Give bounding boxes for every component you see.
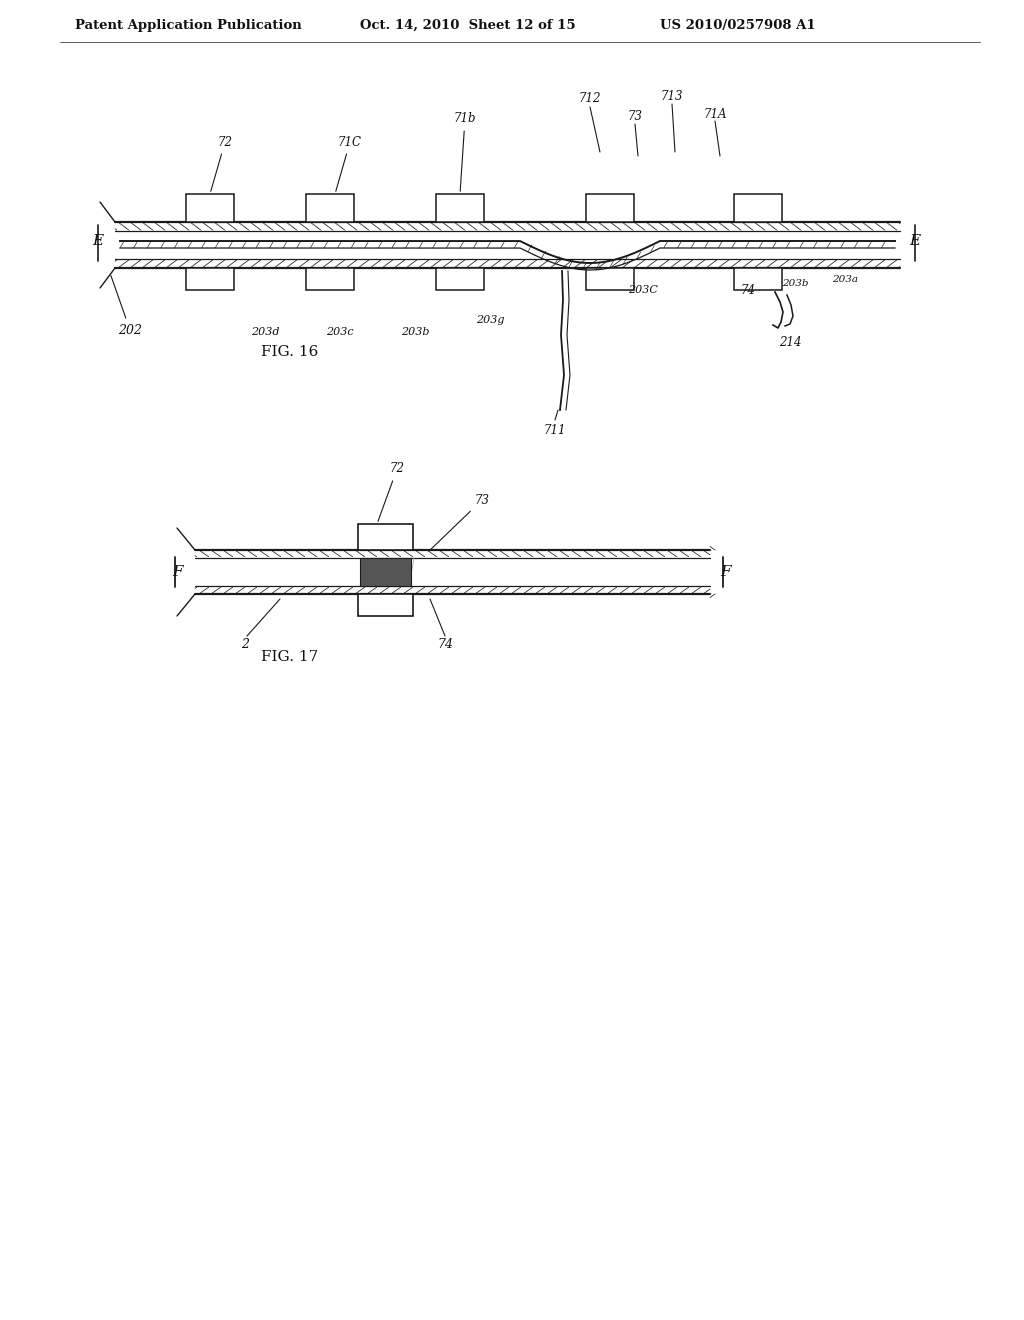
Text: 203C: 203C xyxy=(628,285,658,294)
Text: 214: 214 xyxy=(778,335,801,348)
Text: 711: 711 xyxy=(544,424,566,437)
Text: Oct. 14, 2010  Sheet 12 of 15: Oct. 14, 2010 Sheet 12 of 15 xyxy=(360,18,575,32)
Text: 74: 74 xyxy=(740,284,756,297)
Bar xyxy=(186,268,234,290)
Bar xyxy=(360,558,411,586)
Text: 73: 73 xyxy=(628,111,642,124)
Text: 712: 712 xyxy=(579,92,601,106)
Text: 74: 74 xyxy=(437,638,453,651)
Text: 72: 72 xyxy=(378,462,404,521)
Bar xyxy=(586,268,634,290)
Bar xyxy=(306,268,354,290)
Text: 71C: 71C xyxy=(336,136,362,191)
Bar xyxy=(306,268,354,290)
Text: E: E xyxy=(92,234,103,248)
Bar xyxy=(734,194,782,222)
Text: 203b: 203b xyxy=(400,327,429,337)
Bar xyxy=(358,524,413,550)
Bar xyxy=(436,194,484,222)
Text: Patent Application Publication: Patent Application Publication xyxy=(75,18,302,32)
Text: 203a: 203a xyxy=(831,276,858,285)
Text: 713: 713 xyxy=(660,90,683,103)
Bar xyxy=(186,194,234,222)
Text: 71A: 71A xyxy=(703,107,727,120)
Bar xyxy=(436,268,484,290)
Bar xyxy=(306,194,354,222)
Bar xyxy=(586,194,634,222)
Text: 73: 73 xyxy=(429,494,489,550)
Bar xyxy=(734,194,782,222)
Bar xyxy=(358,594,413,616)
Text: 203g: 203g xyxy=(476,315,504,325)
Bar xyxy=(586,268,634,290)
Text: US 2010/0257908 A1: US 2010/0257908 A1 xyxy=(660,18,816,32)
Text: FIG. 17: FIG. 17 xyxy=(261,649,318,664)
Text: FIG. 16: FIG. 16 xyxy=(261,345,318,359)
Text: 202: 202 xyxy=(111,276,142,337)
Text: 203b: 203b xyxy=(781,280,808,289)
Bar xyxy=(436,268,484,290)
Bar xyxy=(586,194,634,222)
Bar xyxy=(358,524,413,550)
Text: E: E xyxy=(909,234,921,248)
Text: 203d: 203d xyxy=(251,327,280,337)
Bar xyxy=(306,194,354,222)
Bar xyxy=(734,268,782,290)
Bar xyxy=(358,594,413,616)
Text: 71b: 71b xyxy=(454,112,476,191)
Bar xyxy=(734,268,782,290)
Bar xyxy=(186,268,234,290)
Text: 2: 2 xyxy=(241,638,249,651)
Text: 72: 72 xyxy=(211,136,232,191)
Bar xyxy=(186,194,234,222)
Text: F: F xyxy=(721,565,731,579)
Bar xyxy=(436,194,484,222)
Text: F: F xyxy=(173,565,183,579)
Text: 203c: 203c xyxy=(327,327,354,337)
